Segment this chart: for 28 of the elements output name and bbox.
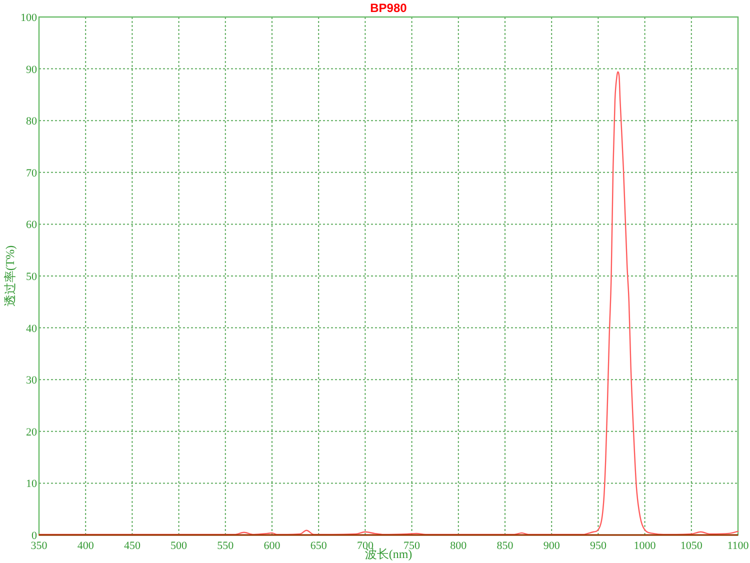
x-tick-label: 850 (496, 540, 514, 552)
x-tick-label: 500 (170, 540, 188, 552)
y-tick-label: 40 (26, 322, 38, 335)
x-tick-label: 1100 (727, 540, 750, 552)
x-tick-label: 600 (264, 540, 281, 552)
x-tick-label: 950 (590, 540, 607, 552)
y-tick-label: 60 (26, 219, 38, 232)
y-tick-label: 50 (26, 271, 38, 283)
x-tick-label: 350 (30, 540, 48, 552)
x-tick-label: 550 (217, 540, 234, 552)
y-tick-label: 90 (26, 64, 38, 76)
chart-title: BP980 (370, 1, 408, 15)
x-tick-label: 450 (124, 540, 141, 552)
x-tick-label: 900 (543, 540, 560, 552)
y-tick-label: 80 (26, 116, 38, 128)
y-tick-label: 10 (26, 478, 38, 490)
y-tick-label: 100 (20, 12, 38, 24)
x-tick-label: 800 (450, 540, 468, 552)
y-tick-label: 20 (26, 426, 38, 438)
y-tick-label: 30 (26, 374, 38, 387)
x-tick-label: 1050 (680, 540, 703, 552)
y-tick-label: 0 (32, 530, 38, 542)
x-tick-label: 400 (77, 540, 94, 552)
x-tick-label: 750 (404, 540, 421, 552)
y-tick-label: 70 (26, 167, 38, 180)
x-tick-label: 1000 (634, 540, 656, 552)
y-axis-title: 透过率(T%) (3, 245, 17, 307)
x-tick-label: 650 (310, 540, 328, 552)
